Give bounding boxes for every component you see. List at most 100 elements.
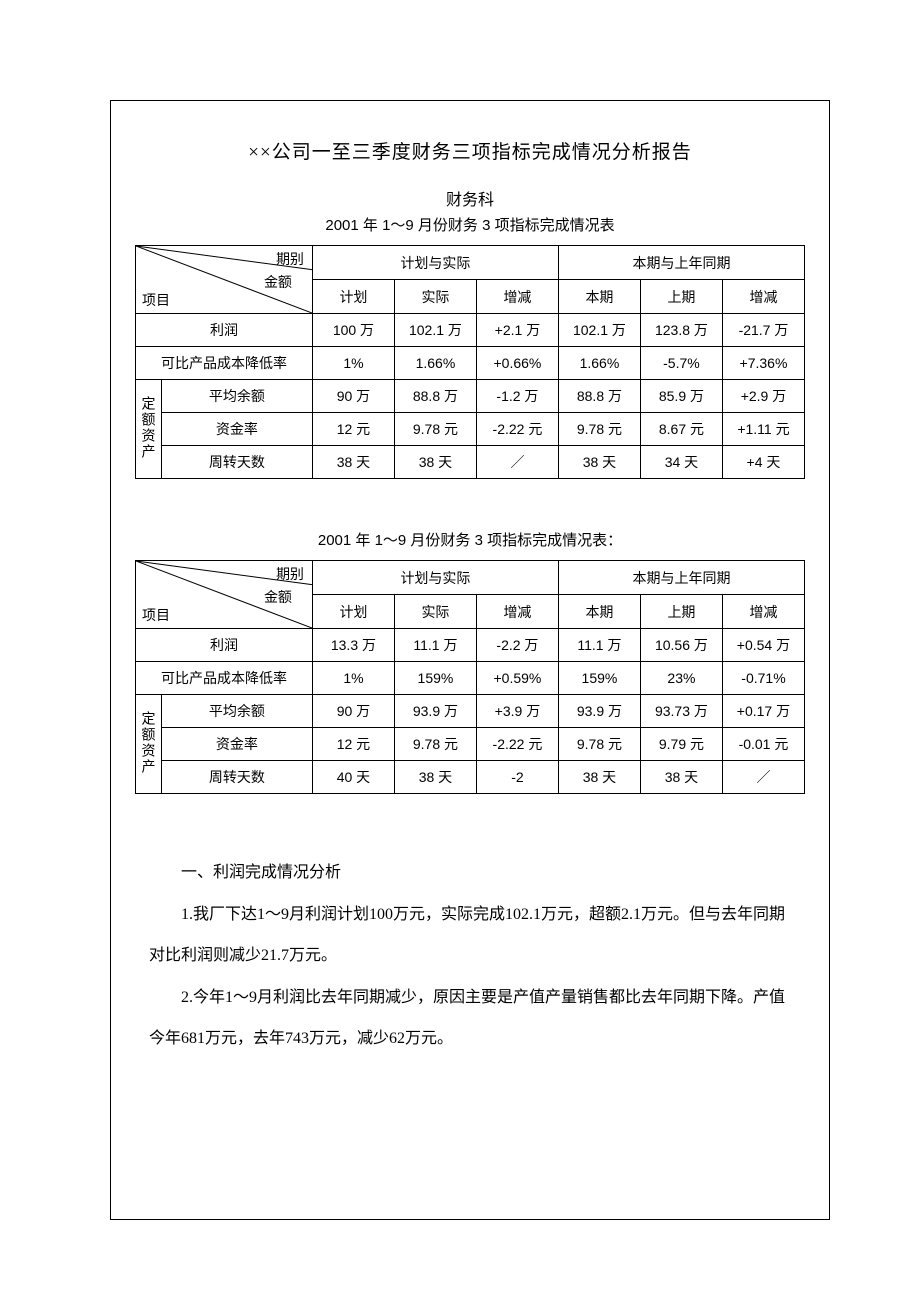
cell: 9.78 元 [394,413,476,446]
row-group-fixed-assets: 定额资产 [136,380,162,479]
row-label-rate: 资金率 [161,728,312,761]
cell: -0.71% [722,662,804,695]
cell: +1.11 元 [722,413,804,446]
col-delta: 增减 [476,595,558,629]
cell: 38 天 [394,761,476,794]
table-row: 定额资产 平均余额 90 万 88.8 万 -1.2 万 88.8 万 85.9… [136,380,805,413]
row-label-avg: 平均余额 [161,380,312,413]
cell: 159% [394,662,476,695]
body-text: 一、利润完成情况分析 1.我厂下达1～9月利润计划100万元，实际完成102.1… [135,852,805,1060]
cell: +0.66% [476,347,558,380]
cell: 38 天 [640,761,722,794]
cell: 23% [640,662,722,695]
cell: +4 天 [722,446,804,479]
cell: 40 天 [312,761,394,794]
cell: -5.7% [640,347,722,380]
row-label-profit: 利润 [136,314,313,347]
paragraph: 2.今年1～9月利润比去年同期减少，原因主要是产值产量销售都比去年同期下降。产值… [149,977,791,1060]
col-group-yoy: 本期与上年同期 [558,561,804,595]
doc-subtitle: 财务科 [135,186,805,210]
col-delta2: 增减 [722,595,804,629]
doc-title: ××公司一至三季度财务三项指标完成情况分析报告 [135,137,805,164]
cell: 1.66% [394,347,476,380]
row-label-avg: 平均余额 [161,695,312,728]
cell: 11.1 万 [558,629,640,662]
cell: 90 万 [312,380,394,413]
row-label-rate: 资金率 [161,413,312,446]
cell: 12 元 [312,413,394,446]
cell: 38 天 [558,446,640,479]
diag-header: 期别 金额 项目 [136,246,313,314]
col-prev: 上期 [640,595,722,629]
col-group-plan: 计划与实际 [312,561,558,595]
diag-mid: 金额 [264,587,292,607]
col-actual: 实际 [394,595,476,629]
cell: 1% [312,662,394,695]
col-group-plan: 计划与实际 [312,246,558,280]
col-curr: 本期 [558,280,640,314]
cell: ／ [476,446,558,479]
table-1: 期别 金额 项目 计划与实际 本期与上年同期 计划 实际 增减 本期 上期 增减… [135,245,805,479]
col-curr: 本期 [558,595,640,629]
col-prev: 上期 [640,280,722,314]
cell: 10.56 万 [640,629,722,662]
cell: 1% [312,347,394,380]
cell: 88.8 万 [394,380,476,413]
table-row: 利润 100 万 102.1 万 +2.1 万 102.1 万 123.8 万 … [136,314,805,347]
diag-mid: 金额 [264,272,292,292]
cell: +3.9 万 [476,695,558,728]
col-delta: 增减 [476,280,558,314]
cell: 12 元 [312,728,394,761]
cell: -21.7 万 [722,314,804,347]
cell: 102.1 万 [394,314,476,347]
table-row: 可比产品成本降低率 1% 159% +0.59% 159% 23% -0.71% [136,662,805,695]
cell: 11.1 万 [394,629,476,662]
cell: +2.9 万 [722,380,804,413]
cell: 123.8 万 [640,314,722,347]
cell: -1.2 万 [476,380,558,413]
cell: 8.67 元 [640,413,722,446]
cell: 85.9 万 [640,380,722,413]
cell: -0.01 元 [722,728,804,761]
table2-caption: 2001 年 1～9 月份财务 3 项指标完成情况表： [135,529,805,550]
table-row: 利润 13.3 万 11.1 万 -2.2 万 11.1 万 10.56 万 +… [136,629,805,662]
row-label-days: 周转天数 [161,446,312,479]
cell: 88.8 万 [558,380,640,413]
cell: 34 天 [640,446,722,479]
cell: 13.3 万 [312,629,394,662]
cell: ／ [722,761,804,794]
diag-top: 期别 [276,564,304,584]
cell: +2.1 万 [476,314,558,347]
cell: -2.22 元 [476,413,558,446]
cell: 9.78 元 [558,413,640,446]
diag-top: 期别 [276,249,304,269]
row-label-cost: 可比产品成本降低率 [136,347,313,380]
table-row: 资金率 12 元 9.78 元 -2.22 元 9.78 元 9.79 元 -0… [136,728,805,761]
col-plan: 计划 [312,595,394,629]
col-plan: 计划 [312,280,394,314]
cell: -2.2 万 [476,629,558,662]
cell: +7.36% [722,347,804,380]
col-group-yoy: 本期与上年同期 [558,246,804,280]
cell: 102.1 万 [558,314,640,347]
table-row: 定额资产 平均余额 90 万 93.9 万 +3.9 万 93.9 万 93.7… [136,695,805,728]
cell: 9.79 元 [640,728,722,761]
diag-bot: 项目 [142,290,170,310]
table-row: 周转天数 38 天 38 天 ／ 38 天 34 天 +4 天 [136,446,805,479]
cell: +0.17 万 [722,695,804,728]
cell: 38 天 [558,761,640,794]
table1-caption: 2001 年 1～9 月份财务 3 项指标完成情况表 [135,214,805,235]
cell: +0.54 万 [722,629,804,662]
section-heading: 一、利润完成情况分析 [149,852,791,894]
paragraph: 1.我厂下达1～9月利润计划100万元，实际完成102.1万元，超额2.1万元。… [149,894,791,977]
col-delta2: 增减 [722,280,804,314]
row-label-profit: 利润 [136,629,313,662]
cell: 100 万 [312,314,394,347]
cell: 93.73 万 [640,695,722,728]
cell: 93.9 万 [394,695,476,728]
cell: -2 [476,761,558,794]
table-2: 期别 金额 项目 计划与实际 本期与上年同期 计划 实际 增减 本期 上期 增减… [135,560,805,794]
cell: -2.22 元 [476,728,558,761]
cell: 93.9 万 [558,695,640,728]
table-row: 资金率 12 元 9.78 元 -2.22 元 9.78 元 8.67 元 +1… [136,413,805,446]
